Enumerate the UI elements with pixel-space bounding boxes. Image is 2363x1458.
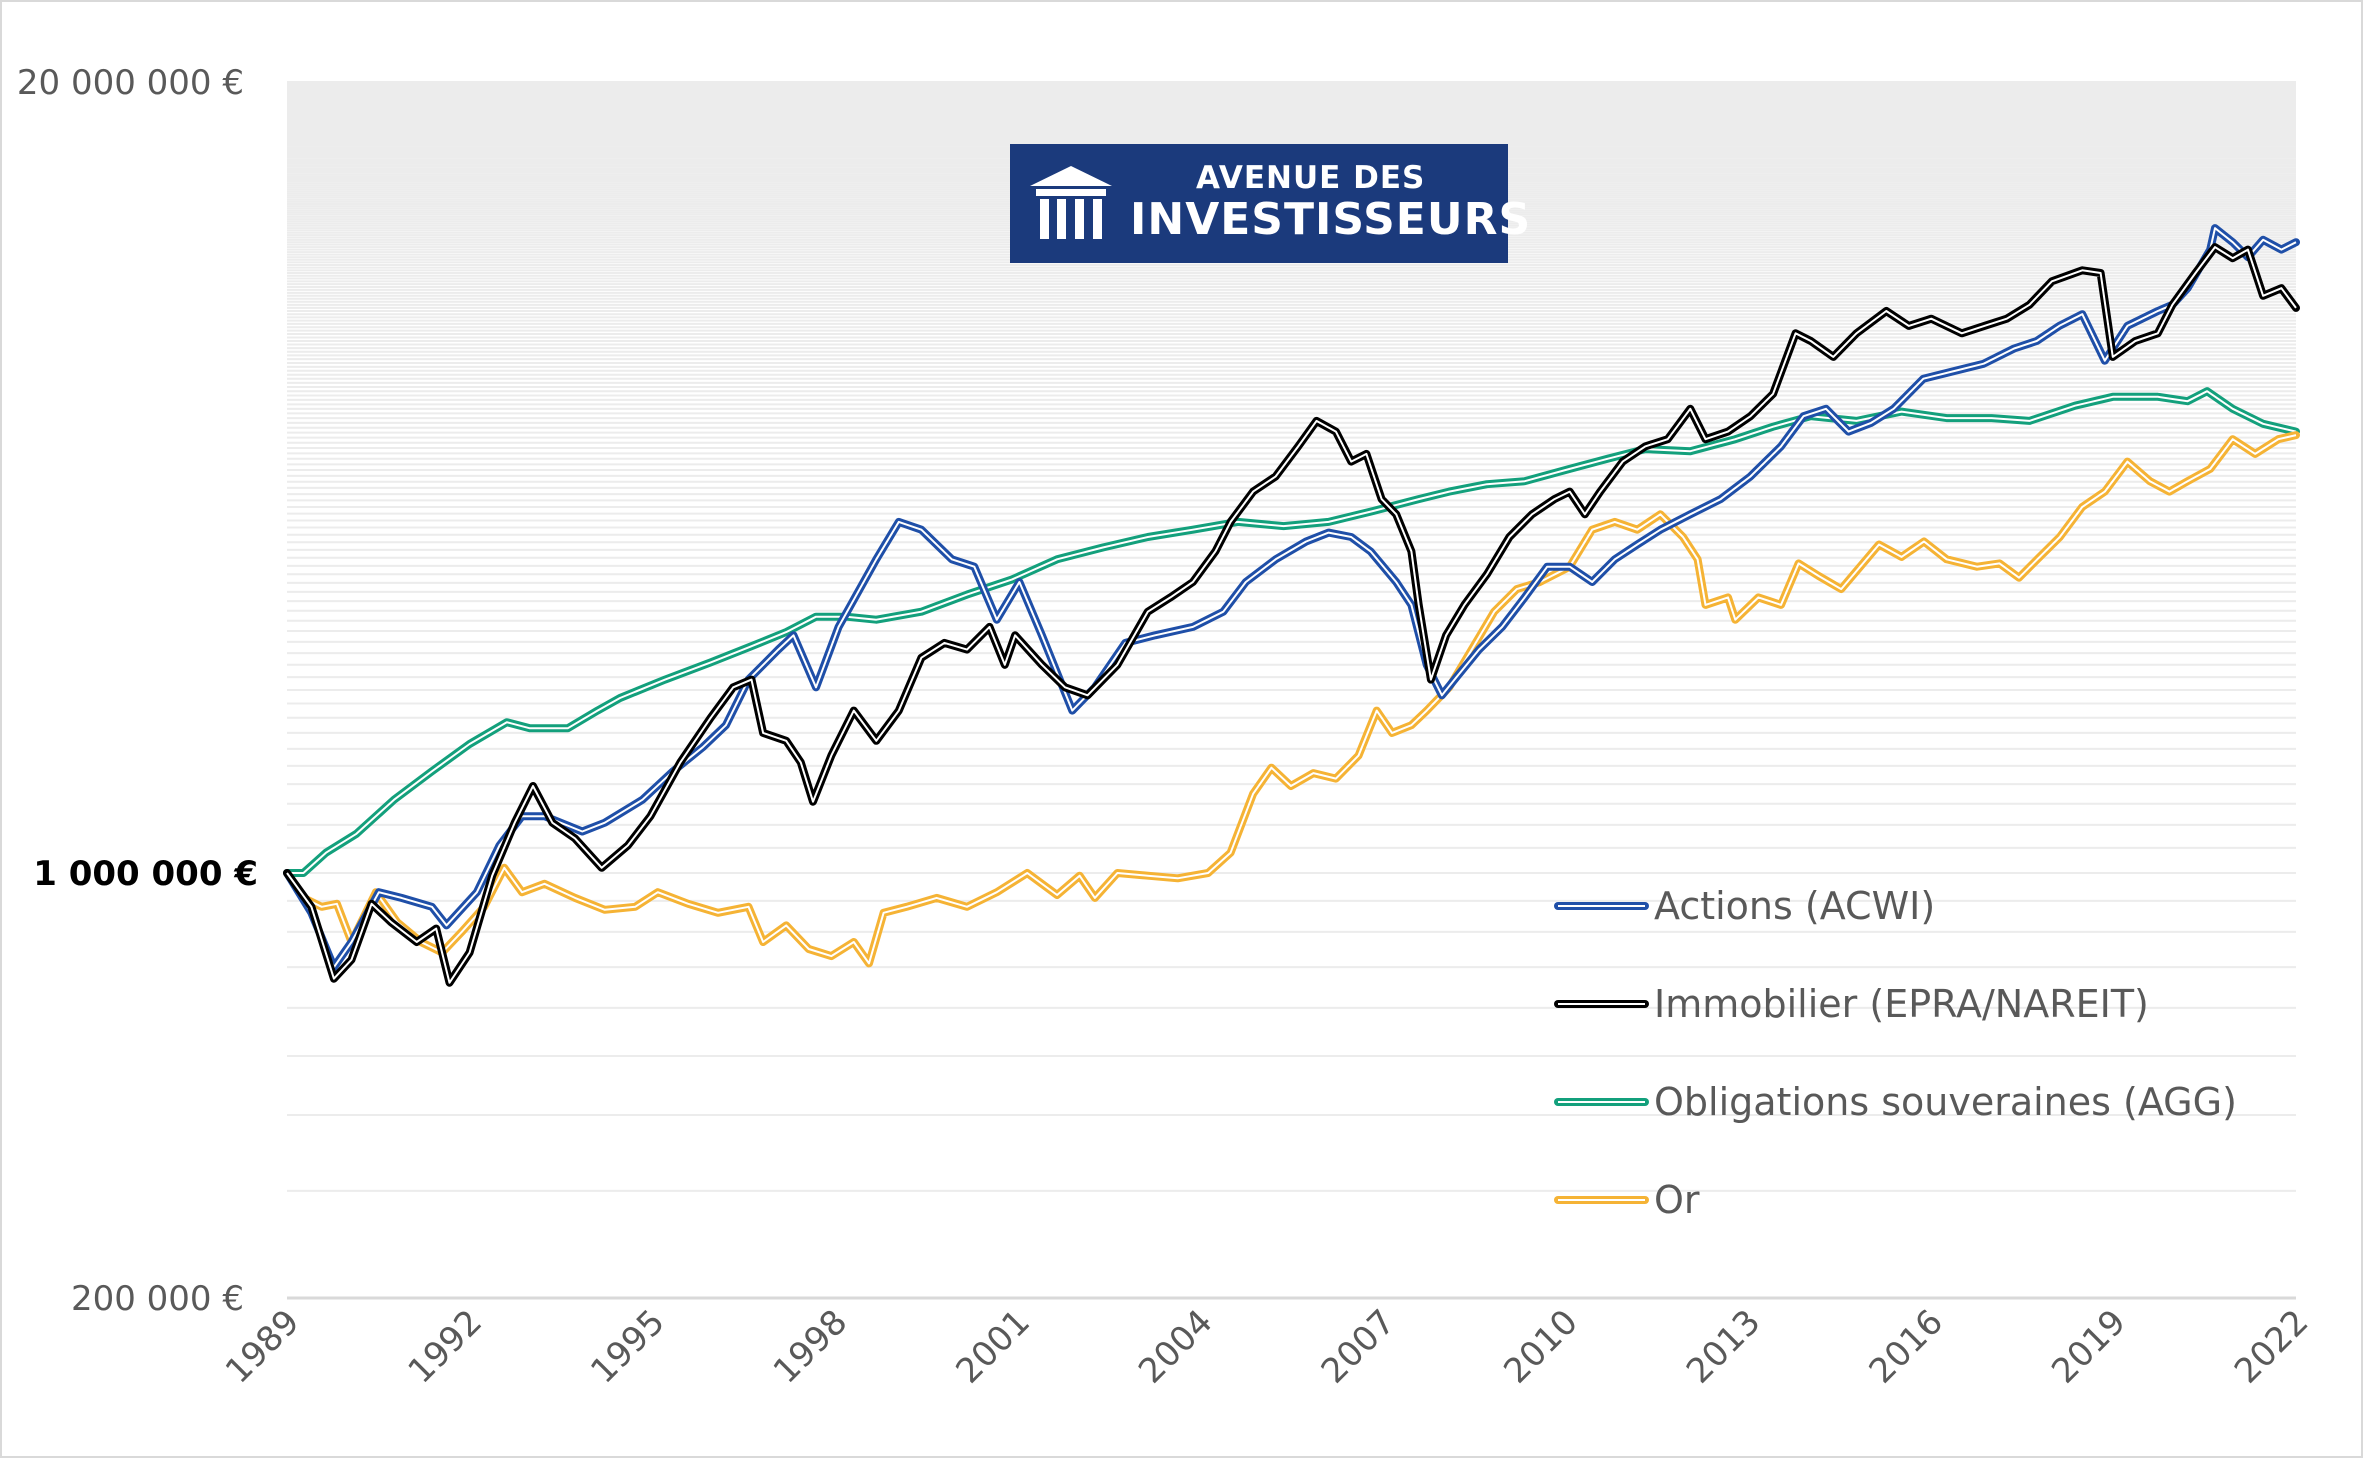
- x-tick-label: 2022: [2227, 1302, 2316, 1391]
- logo-text-line1: AVENUE DES: [1196, 160, 1426, 196]
- x-tick-label: 2001: [948, 1302, 1037, 1391]
- series-1: [283, 243, 2300, 987]
- logo-text-line2: INVESTISSEURS: [1130, 194, 1532, 245]
- legend-label: Actions (ACWI): [1654, 884, 1935, 928]
- y-tick-label: 20 000 000 €: [17, 63, 244, 103]
- series-line-highlight: [286, 227, 2297, 969]
- x-tick-label: 1998: [766, 1302, 855, 1391]
- legend-label: Immobilier (EPRA/NAREIT): [1654, 982, 2149, 1026]
- x-tick-label: 2013: [1679, 1302, 1768, 1391]
- x-tick-label: 1992: [401, 1302, 490, 1391]
- legend-item: Or: [1554, 1178, 1700, 1222]
- series-3: [283, 431, 2300, 968]
- x-tick-label: 2019: [2044, 1302, 2133, 1391]
- y-tick-label: 200 000 €: [71, 1279, 244, 1319]
- legend-item: Actions (ACWI): [1554, 884, 1935, 928]
- brand-logo: AVENUE DES INVESTISSEURS: [1010, 144, 1530, 263]
- x-tick-label: 1995: [583, 1302, 672, 1391]
- x-axis-labels: 1989 1992 1995 1998 2001 2004 2007 2010 2013 2016…: [218, 1302, 2316, 1391]
- x-tick-label: 2004: [1131, 1302, 1220, 1391]
- series-0: [283, 224, 2300, 972]
- legend-item: Obligations souveraines (AGG): [1554, 1080, 2237, 1124]
- x-tick-label: 2010: [1496, 1302, 1585, 1391]
- legend: Actions (ACWI) Immobilier (EPRA/NAREIT) Ob…: [1554, 884, 2237, 1222]
- series-line-highlight: [287, 390, 2297, 874]
- series-lines: [283, 224, 2300, 987]
- series-2: [283, 387, 2300, 877]
- legend-label: Obligations souveraines (AGG): [1654, 1080, 2237, 1124]
- x-tick-label: 2007: [1314, 1302, 1403, 1391]
- temple-icon: [1030, 166, 1112, 239]
- x-tick-label: 2016: [1862, 1302, 1951, 1391]
- series-line-highlight: [286, 246, 2297, 984]
- y-axis-labels: 20 000 000 € 1 000 000 € 200 000 €: [17, 63, 258, 1319]
- legend-label: Or: [1654, 1178, 1700, 1222]
- legend-item: Immobilier (EPRA/NAREIT): [1554, 982, 2149, 1026]
- y-tick-label: 1 000 000 €: [33, 854, 258, 894]
- series-line-highlight: [286, 434, 2297, 965]
